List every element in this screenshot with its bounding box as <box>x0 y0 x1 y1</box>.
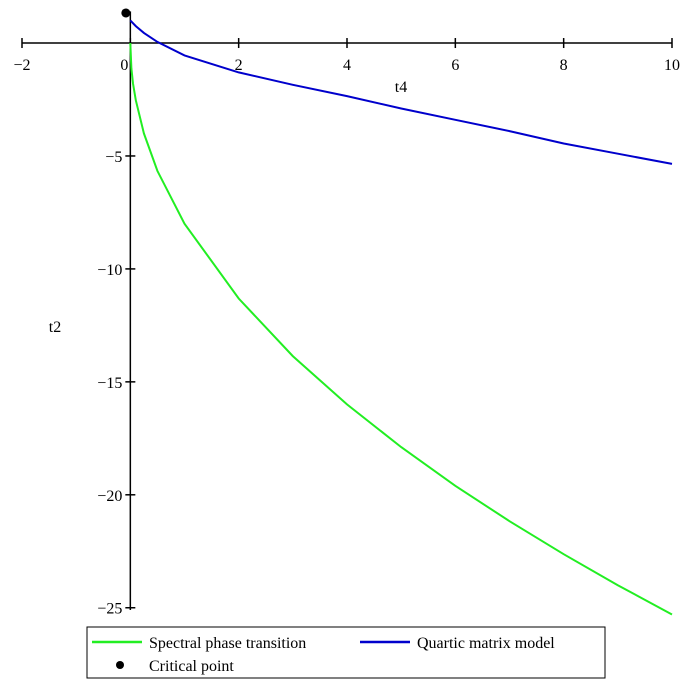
legend-label: Quartic matrix model <box>417 635 555 652</box>
y-tick-label: −10 <box>97 262 122 279</box>
x-tick-label: −2 <box>13 57 30 74</box>
legend-box <box>86 626 606 679</box>
y-axis-label: t2 <box>49 319 61 336</box>
legend-label: Critical point <box>149 658 234 675</box>
y-tick-label: −20 <box>97 488 122 505</box>
y-tick-label: −5 <box>105 149 122 166</box>
point <box>121 8 131 18</box>
y-tick-label: −25 <box>97 601 122 618</box>
line <box>129 42 673 616</box>
x-tick-label: 0 <box>120 57 128 74</box>
y-tick-label: −15 <box>97 375 122 392</box>
x-tick-label: 2 <box>235 57 243 74</box>
x-axis-label: t4 <box>395 79 407 96</box>
legend-label: Spectral phase transition <box>149 635 306 652</box>
x-tick-label: 6 <box>451 57 459 74</box>
x-tick-label: 4 <box>343 57 351 74</box>
line <box>129 19 673 165</box>
x-tick-label: 8 <box>560 57 568 74</box>
legend-marker <box>116 661 124 669</box>
x-tick-label: 10 <box>664 57 680 74</box>
